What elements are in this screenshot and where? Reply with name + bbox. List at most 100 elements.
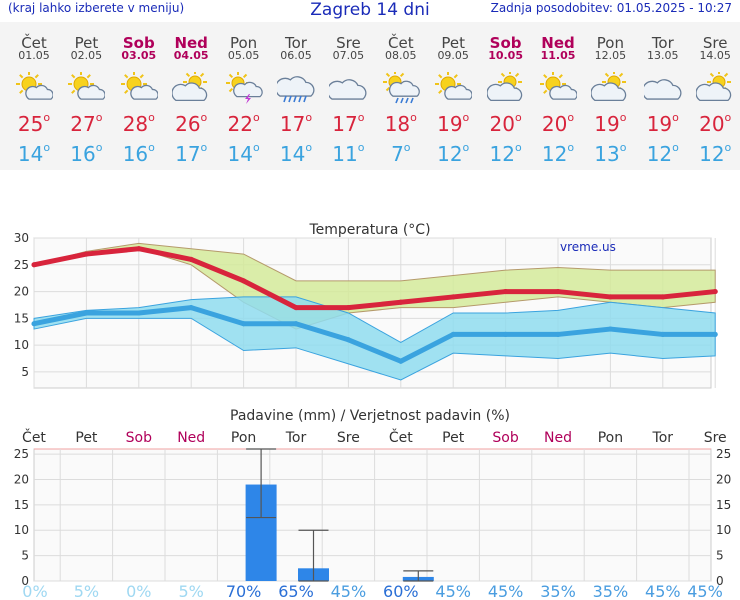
last-updated: Zadnja posodobitev: 01.05.2025 - 10:27 xyxy=(490,1,732,15)
sun-cloud-icon xyxy=(15,71,54,104)
degree-sign: o xyxy=(305,141,313,155)
day-name: Pet xyxy=(441,34,465,52)
day-name: Tor xyxy=(651,34,674,52)
cloud-sun-icon xyxy=(590,70,629,104)
cloud-shape xyxy=(549,84,578,100)
min-temp: 14o xyxy=(270,141,322,166)
min-temp-line-segment xyxy=(345,337,404,364)
degree-sign: o xyxy=(252,111,260,125)
day-date: 03.05 xyxy=(121,49,157,62)
min-temp-value: 14 xyxy=(227,142,253,166)
day-name: Sre xyxy=(336,34,361,52)
max-temp-line-segment xyxy=(345,299,404,311)
day-date: 14.05 xyxy=(699,49,731,62)
cloud-shape xyxy=(695,82,732,102)
min-temp: 12o xyxy=(427,141,479,166)
min-temp-value: 7 xyxy=(391,142,404,166)
precip-probability: 60% xyxy=(383,582,419,600)
max-temp: 19o xyxy=(584,111,636,136)
degree-sign: o xyxy=(567,141,575,155)
max-temp-line-point xyxy=(83,251,89,257)
day-column: Ned 04.05 26o 17o xyxy=(165,22,217,170)
min-temp-line-segment xyxy=(398,331,456,364)
min-temp: 14o xyxy=(8,141,60,166)
precip-probability: 5% xyxy=(74,582,99,600)
precip-y-tick-right: 20 xyxy=(716,472,731,486)
max-temp-line-segment xyxy=(83,246,142,257)
max-temp-value: 19 xyxy=(594,112,620,136)
day-column: Pon 05.05 22o 14o xyxy=(218,22,270,170)
min-temp-value: 14 xyxy=(17,142,44,166)
max-temp: 22o xyxy=(218,111,270,136)
precip-day-label: Tor xyxy=(285,430,307,446)
cloud-shape xyxy=(171,82,208,102)
cloud-rain-icon xyxy=(274,72,315,104)
min-temp-line-point xyxy=(83,310,89,316)
max-temp: 20o xyxy=(532,111,584,136)
max-temp-line-point xyxy=(660,294,666,300)
min-temp-line-point xyxy=(136,310,142,316)
day-name: Pet xyxy=(74,34,99,52)
max-temp-line-point xyxy=(31,262,37,268)
degree-sign: o xyxy=(43,111,51,125)
cloud-shape xyxy=(485,82,522,102)
max-temp: 17o xyxy=(322,111,374,136)
min-temp-line-point xyxy=(712,331,718,337)
sun-cloud-icon xyxy=(434,71,473,104)
day-date: 10.05 xyxy=(488,49,523,62)
sun-cloud-storm-icon xyxy=(225,71,263,104)
max-temp-line-point xyxy=(293,305,299,311)
max-temp-line-segment xyxy=(136,246,194,262)
precip-probability: 45% xyxy=(435,582,471,600)
cloud-shape xyxy=(327,79,367,100)
min-temp: 12o xyxy=(637,141,689,166)
min-temp-value: 12 xyxy=(646,142,673,166)
min-temp-line-point xyxy=(503,331,509,337)
min-temp: 14o xyxy=(218,141,270,166)
max-temp-value: 20 xyxy=(699,112,725,136)
day-date: 07.05 xyxy=(332,49,365,62)
min-temp-line-point xyxy=(241,321,247,327)
temp-y-tick: 10 xyxy=(14,338,29,352)
day-column: Tor 13.05 19o 12o xyxy=(637,22,689,170)
day-column: Sob 10.05 20o 12o xyxy=(480,22,532,170)
degree-sign: o xyxy=(514,141,522,155)
day-name: Pon xyxy=(596,34,624,52)
max-temp: 25o xyxy=(8,111,60,136)
location-hint[interactable]: (kraj lahko izberete v meniju) xyxy=(8,1,185,15)
max-temp-line-point xyxy=(555,289,561,295)
precip-day-label: Sob xyxy=(492,430,518,446)
precip-y-tick-left: 20 xyxy=(14,472,29,486)
min-temp-line-point xyxy=(660,331,666,337)
max-temp-value: 28 xyxy=(122,112,149,136)
max-temp-line-point xyxy=(450,294,456,300)
precip-y-tick-right: 10 xyxy=(716,523,731,537)
min-temp-value: 12 xyxy=(489,142,515,166)
min-temp-line-segment xyxy=(136,305,194,316)
max-temp-line-segment xyxy=(660,289,718,300)
day-column: Čet 08.05 18o 7o xyxy=(375,22,427,170)
max-temp-value: 20 xyxy=(541,112,568,136)
day-name: Sob xyxy=(489,34,522,52)
min-temp: 7o xyxy=(375,141,427,166)
min-temp-value: 12 xyxy=(437,142,463,166)
degree-sign: o xyxy=(357,111,365,125)
precip-day-label: Sre xyxy=(704,430,727,446)
min-temp-value: 16 xyxy=(70,142,96,166)
day-date: 08.05 xyxy=(385,49,417,62)
day-date: 01.05 xyxy=(18,49,50,62)
precip-probability: 0% xyxy=(126,582,151,600)
precip-y-tick-right: 5 xyxy=(716,549,724,563)
min-temp-value: 13 xyxy=(594,142,620,166)
day-date: 13.05 xyxy=(647,49,679,62)
min-temp-line-point xyxy=(607,326,613,332)
forecast-charts: Temperatura (°C) 5 10 15 20 25 30 vreme.us Padav… xyxy=(14,222,732,600)
precip-day-label: Sob xyxy=(126,430,152,446)
precip-day-label: Ned xyxy=(544,430,572,446)
degree-sign: o xyxy=(514,111,522,125)
precip-day-label: Ned xyxy=(177,430,205,446)
precip-y-tick-left: 0 xyxy=(21,574,29,588)
min-temp-line-point xyxy=(188,305,194,311)
day-column: Sre 07.05 17o 11o xyxy=(322,22,374,170)
temp-y-tick: 25 xyxy=(14,258,29,272)
